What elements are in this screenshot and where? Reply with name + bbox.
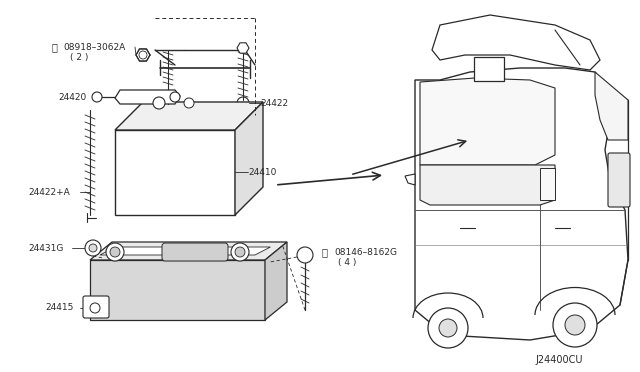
FancyBboxPatch shape — [608, 153, 630, 207]
Text: ( 2 ): ( 2 ) — [70, 52, 88, 61]
Circle shape — [565, 315, 585, 335]
Text: 08146–8162G: 08146–8162G — [334, 247, 397, 257]
Text: Ⓑ: Ⓑ — [322, 247, 328, 257]
Circle shape — [237, 97, 249, 109]
Text: 24420: 24420 — [58, 93, 86, 102]
Circle shape — [170, 92, 180, 102]
Polygon shape — [265, 242, 287, 320]
Text: J24400CU: J24400CU — [535, 355, 582, 365]
Polygon shape — [136, 49, 150, 61]
Circle shape — [90, 303, 100, 313]
Circle shape — [110, 247, 120, 257]
Polygon shape — [115, 102, 263, 130]
Polygon shape — [540, 168, 555, 200]
Polygon shape — [415, 68, 628, 340]
Text: 24422: 24422 — [260, 99, 288, 108]
FancyBboxPatch shape — [162, 243, 228, 261]
Text: ( 4 ): ( 4 ) — [338, 259, 356, 267]
Circle shape — [92, 92, 102, 102]
Circle shape — [297, 247, 313, 263]
Circle shape — [553, 303, 597, 347]
Text: 24410: 24410 — [248, 167, 276, 176]
Text: 24431G: 24431G — [28, 244, 63, 253]
Circle shape — [153, 97, 165, 109]
Polygon shape — [100, 247, 270, 255]
Polygon shape — [115, 130, 235, 215]
Text: 24422+A: 24422+A — [28, 187, 70, 196]
Text: 08918–3062A: 08918–3062A — [63, 42, 125, 51]
Circle shape — [106, 243, 124, 261]
Polygon shape — [420, 78, 555, 165]
Polygon shape — [235, 102, 263, 215]
Circle shape — [428, 308, 468, 348]
Polygon shape — [237, 43, 249, 53]
Circle shape — [439, 319, 457, 337]
Circle shape — [139, 51, 147, 59]
Circle shape — [231, 243, 249, 261]
Text: 24415: 24415 — [45, 304, 74, 312]
Polygon shape — [405, 174, 415, 185]
Polygon shape — [90, 260, 265, 320]
Polygon shape — [432, 15, 600, 70]
Polygon shape — [420, 165, 555, 205]
Polygon shape — [595, 72, 628, 140]
FancyBboxPatch shape — [83, 296, 109, 318]
Polygon shape — [115, 90, 180, 104]
Circle shape — [85, 240, 101, 256]
Circle shape — [184, 98, 194, 108]
Circle shape — [89, 244, 97, 252]
Circle shape — [235, 247, 245, 257]
Polygon shape — [90, 242, 287, 260]
FancyBboxPatch shape — [474, 57, 504, 81]
Text: Ⓝ: Ⓝ — [52, 42, 58, 52]
